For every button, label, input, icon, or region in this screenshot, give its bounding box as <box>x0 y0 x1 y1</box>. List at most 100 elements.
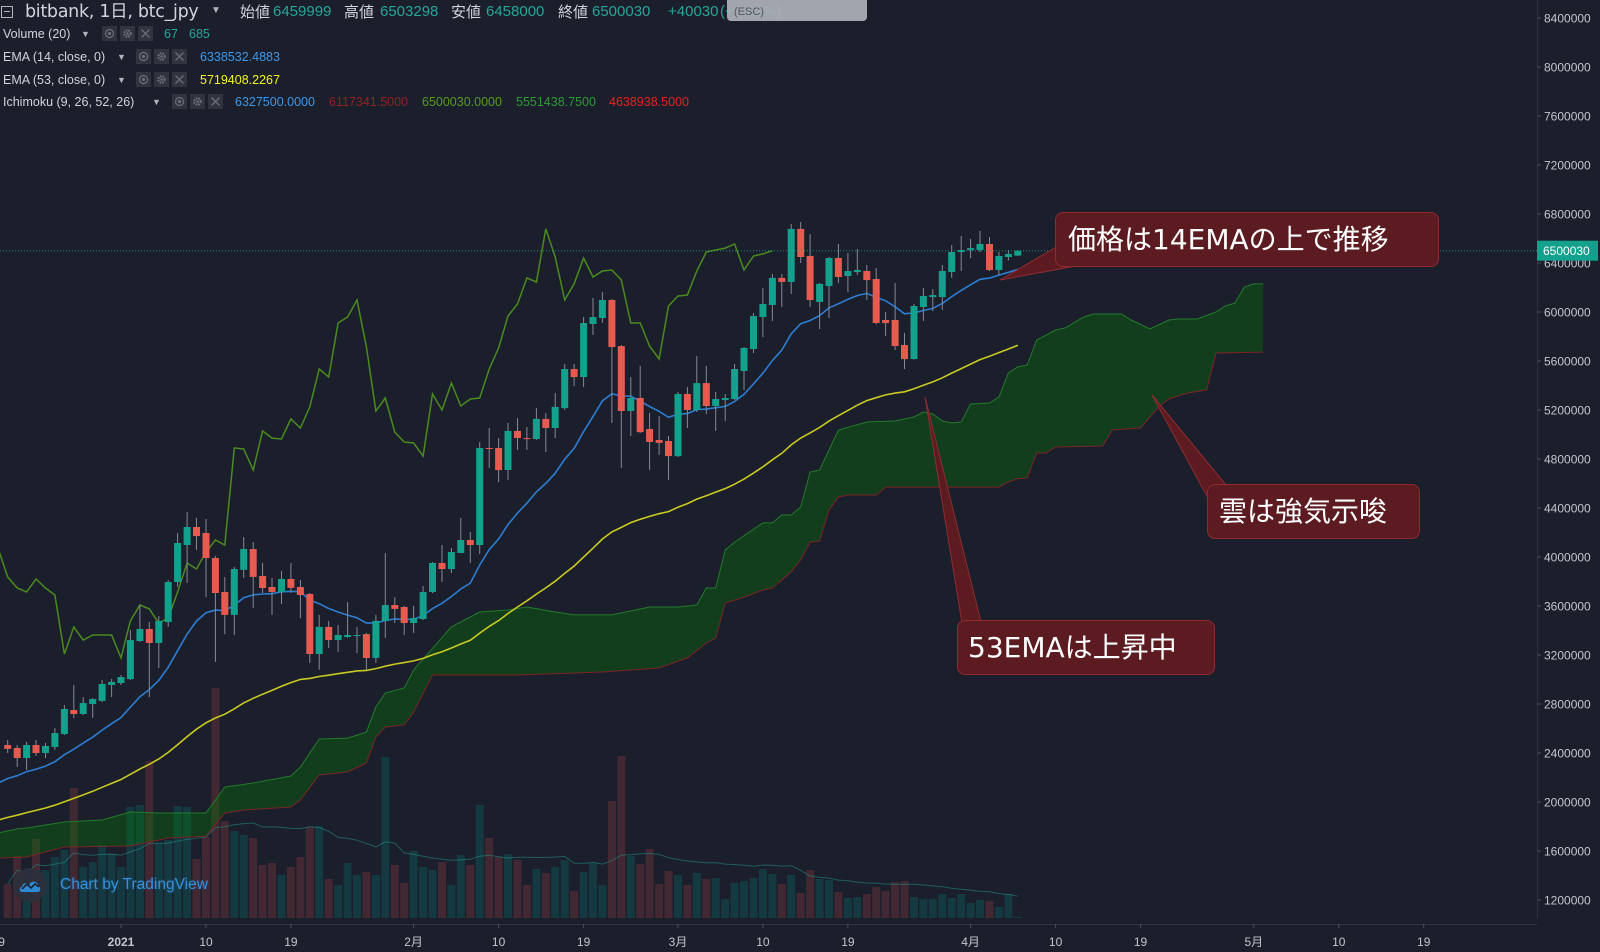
candle <box>306 593 314 663</box>
eye-icon[interactable] <box>102 26 117 41</box>
price-change: +40030 <box>668 3 719 20</box>
time-axis-label: 10 <box>756 935 770 949</box>
candle-body <box>740 348 748 371</box>
collapse-icon[interactable] <box>1 6 13 18</box>
candle <box>136 605 144 642</box>
candle <box>457 518 465 553</box>
candle-body <box>400 607 408 623</box>
volume-bar <box>758 869 767 918</box>
close-icon[interactable] <box>172 72 187 87</box>
close-icon[interactable] <box>208 94 223 109</box>
close-icon[interactable] <box>172 49 187 64</box>
legend-volume-ma-value: 685 <box>189 27 210 41</box>
time-axis-label: 19 <box>284 935 298 949</box>
candle <box>221 577 229 635</box>
candle-body <box>655 440 663 443</box>
tradingview-cloud-icon <box>19 881 41 892</box>
time-axis-label: 3月 <box>669 935 688 949</box>
annotation-text: 53EMAは上昇中 <box>968 631 1177 664</box>
gear-icon[interactable] <box>120 26 135 41</box>
legend-volume-value: 67 <box>164 27 178 41</box>
candle <box>778 274 786 307</box>
eye-icon[interactable] <box>136 49 151 64</box>
watermark-link[interactable]: Chart by TradingView <box>60 876 208 893</box>
candle-body <box>901 345 908 360</box>
candle-body <box>702 383 710 406</box>
chevron-down-icon[interactable]: ▼ <box>211 5 221 16</box>
candle-body <box>825 258 833 287</box>
gear-icon[interactable] <box>190 94 205 109</box>
time-axis-label: 5月 <box>1244 935 1263 949</box>
candle-body <box>919 296 927 307</box>
candle <box>164 580 172 627</box>
volume-bar <box>145 761 154 918</box>
legend-ichimoku-label[interactable]: Ichimoku (9, 26, 52, 26) <box>3 95 135 109</box>
candle-body <box>627 398 635 411</box>
volume-bar <box>551 867 560 918</box>
tradingview-logo[interactable] <box>13 868 47 902</box>
time-axis-label: 10 <box>199 935 213 949</box>
candle-body <box>23 745 31 758</box>
volume-bar <box>787 875 796 918</box>
candle-body <box>381 605 389 621</box>
gear-icon[interactable] <box>154 72 169 87</box>
candle-body <box>712 399 720 406</box>
candle <box>702 366 710 414</box>
volume-bar <box>126 807 135 918</box>
legend-ema14-label[interactable]: EMA (14, close, 0) <box>3 50 106 64</box>
volume-bar <box>674 875 682 918</box>
candle-body <box>202 533 210 558</box>
chevron-down-icon[interactable]: ▼ <box>152 97 161 107</box>
candle <box>42 743 49 758</box>
annotation-ema53-rising[interactable]: 53EMAは上昇中 <box>957 620 1215 675</box>
annotation-cloud-bullish[interactable]: 雲は強気示唆 <box>1207 484 1420 539</box>
candle-body <box>514 430 521 438</box>
time-axis-label: 10 <box>1049 935 1063 949</box>
volume-bar <box>98 845 107 918</box>
candle-body <box>334 635 342 640</box>
volume-bar <box>202 837 210 918</box>
volume-bar <box>541 873 550 918</box>
candle <box>240 537 248 578</box>
volume-bar <box>447 885 456 918</box>
volume-bar <box>994 907 1003 918</box>
volume-bar <box>711 878 720 918</box>
candle <box>598 292 606 323</box>
annotation-price-above-ema14[interactable]: 価格は14EMAの上で推移 <box>1055 212 1439 267</box>
candle-body <box>674 394 682 457</box>
chevron-down-icon[interactable]: ▼ <box>117 75 126 85</box>
candle-body <box>750 316 757 349</box>
candle <box>646 412 654 470</box>
candle-body <box>806 256 814 300</box>
volume-bar <box>843 898 852 918</box>
volume-bar <box>872 887 881 918</box>
eye-icon[interactable] <box>172 94 187 109</box>
candle <box>353 626 361 653</box>
chevron-down-icon[interactable]: ▼ <box>81 29 90 39</box>
legend-ema53: EMA (53, close, 0) ▼ 5719408.2267 <box>0 71 720 89</box>
eye-icon[interactable] <box>136 72 151 87</box>
candle-body <box>13 748 21 758</box>
candle <box>938 265 946 310</box>
legend-ema53-label[interactable]: EMA (53, close, 0) <box>3 73 106 87</box>
volume-bar <box>985 901 994 918</box>
candle <box>806 234 814 307</box>
candle <box>315 614 323 670</box>
candle-body <box>126 640 134 680</box>
candle-body <box>429 563 436 592</box>
candle-body <box>32 745 40 753</box>
volume-bar <box>834 892 843 918</box>
volume-bar <box>371 875 380 918</box>
chevron-down-icon[interactable]: ▼ <box>117 52 126 62</box>
close-icon[interactable] <box>138 26 153 41</box>
symbol-title[interactable]: bitbank, 1日, btc_jpy <box>25 2 199 22</box>
gear-icon[interactable] <box>154 49 169 64</box>
candle-body <box>797 228 805 257</box>
legend-volume-label[interactable]: Volume (20) <box>3 27 71 41</box>
volume-bar <box>957 894 966 918</box>
price-axis-label: 4400000 <box>1544 502 1591 516</box>
candle-body <box>89 699 97 704</box>
candle-body <box>721 398 729 400</box>
chart-plot-area[interactable] <box>0 0 1537 918</box>
volume-bar <box>192 859 201 918</box>
